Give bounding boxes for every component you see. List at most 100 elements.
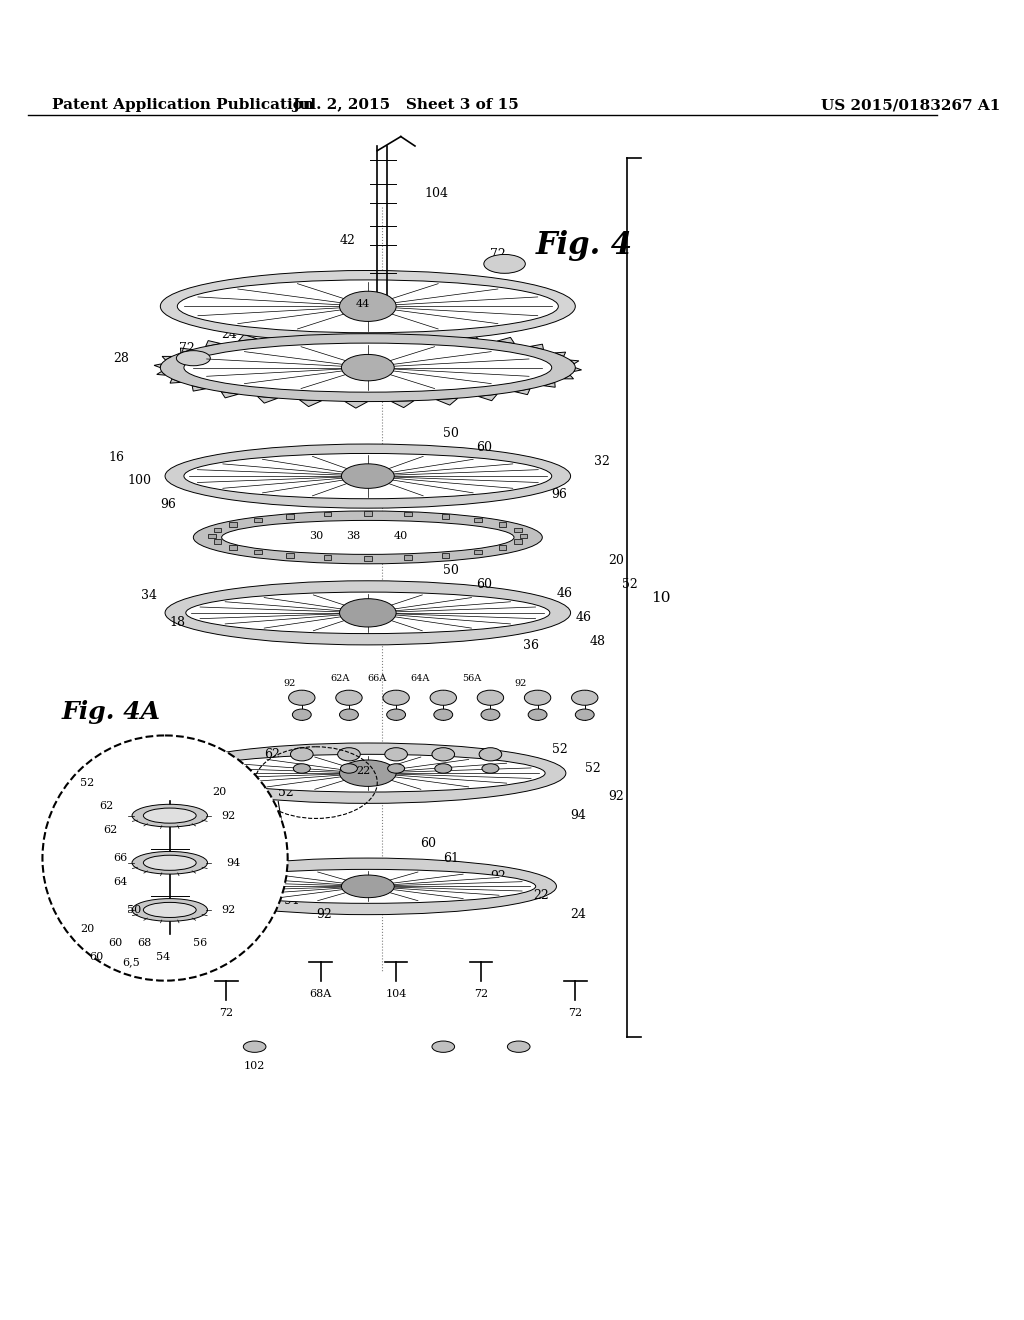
Bar <box>474 517 481 523</box>
Text: 72: 72 <box>474 989 488 999</box>
Text: 54: 54 <box>156 952 170 962</box>
Text: 24: 24 <box>570 908 587 921</box>
Text: 94: 94 <box>283 894 299 907</box>
Text: 92: 92 <box>221 810 236 821</box>
Ellipse shape <box>143 903 197 917</box>
Text: Jul. 2, 2015   Sheet 3 of 15: Jul. 2, 2015 Sheet 3 of 15 <box>292 99 519 112</box>
Ellipse shape <box>179 858 556 915</box>
Text: 100: 100 <box>127 474 152 487</box>
Bar <box>514 540 522 544</box>
Polygon shape <box>157 371 166 375</box>
Text: 60: 60 <box>109 939 123 948</box>
Text: 56A: 56A <box>462 675 481 684</box>
Ellipse shape <box>184 454 552 499</box>
Ellipse shape <box>161 334 575 401</box>
Ellipse shape <box>143 808 197 824</box>
Text: 50: 50 <box>443 428 459 440</box>
Polygon shape <box>514 389 530 395</box>
Ellipse shape <box>483 255 525 273</box>
Bar <box>209 533 216 539</box>
Text: 60: 60 <box>476 578 493 591</box>
Polygon shape <box>368 327 391 334</box>
Bar <box>514 528 522 532</box>
Text: 92: 92 <box>283 678 295 688</box>
Polygon shape <box>345 401 368 408</box>
Text: 52: 52 <box>585 762 600 775</box>
Polygon shape <box>574 368 582 371</box>
Polygon shape <box>257 396 278 403</box>
Ellipse shape <box>508 1041 530 1052</box>
Text: 104: 104 <box>385 989 407 999</box>
Ellipse shape <box>482 764 499 774</box>
Ellipse shape <box>221 520 514 554</box>
Text: 64A: 64A <box>411 675 430 684</box>
Text: 92: 92 <box>608 791 624 804</box>
Text: 96: 96 <box>552 488 567 502</box>
Bar <box>229 545 237 549</box>
Text: 22: 22 <box>532 890 549 903</box>
Text: 72: 72 <box>490 248 506 261</box>
Ellipse shape <box>388 764 404 774</box>
Ellipse shape <box>165 581 570 645</box>
Text: 72: 72 <box>219 1007 233 1018</box>
Ellipse shape <box>387 709 406 721</box>
Polygon shape <box>391 401 414 408</box>
Text: 6,5: 6,5 <box>123 957 140 966</box>
Polygon shape <box>530 345 544 350</box>
Text: 66: 66 <box>114 853 127 863</box>
Text: 92: 92 <box>514 678 526 688</box>
Text: 24: 24 <box>221 329 238 341</box>
Text: 20: 20 <box>80 924 94 933</box>
Ellipse shape <box>177 280 558 333</box>
Ellipse shape <box>338 747 360 760</box>
Ellipse shape <box>340 292 396 321</box>
Ellipse shape <box>383 690 410 705</box>
Text: 62: 62 <box>103 825 118 834</box>
Polygon shape <box>498 338 514 343</box>
Ellipse shape <box>479 747 502 760</box>
Ellipse shape <box>184 343 552 392</box>
Ellipse shape <box>340 599 396 627</box>
Text: 92: 92 <box>221 906 236 915</box>
Ellipse shape <box>477 690 504 705</box>
Polygon shape <box>206 341 221 346</box>
Ellipse shape <box>435 764 452 774</box>
Ellipse shape <box>481 709 500 721</box>
Polygon shape <box>322 327 345 334</box>
Bar <box>324 556 332 560</box>
Text: 61: 61 <box>443 851 460 865</box>
Text: 96: 96 <box>161 498 176 511</box>
Polygon shape <box>478 395 498 401</box>
Polygon shape <box>239 334 257 341</box>
Text: 60: 60 <box>89 952 103 962</box>
Text: 20: 20 <box>231 771 247 784</box>
Ellipse shape <box>291 747 313 760</box>
Text: 66A: 66A <box>368 675 387 684</box>
Bar <box>442 553 450 558</box>
Ellipse shape <box>132 851 208 874</box>
Text: 32: 32 <box>594 455 610 469</box>
Circle shape <box>42 735 288 981</box>
Text: 36: 36 <box>523 639 540 652</box>
Bar <box>287 513 294 519</box>
Ellipse shape <box>432 1041 455 1052</box>
Text: 52: 52 <box>80 777 94 788</box>
Polygon shape <box>436 399 458 405</box>
Ellipse shape <box>434 709 453 721</box>
Ellipse shape <box>132 804 208 826</box>
Text: 44: 44 <box>356 300 371 309</box>
Ellipse shape <box>185 593 550 634</box>
Bar <box>474 549 481 554</box>
Text: 56: 56 <box>194 939 208 948</box>
Bar <box>214 528 221 532</box>
Ellipse shape <box>430 690 457 705</box>
Text: 62A: 62A <box>330 675 349 684</box>
Polygon shape <box>555 352 565 356</box>
Ellipse shape <box>385 747 408 760</box>
Text: 52: 52 <box>279 785 294 799</box>
Ellipse shape <box>524 690 551 705</box>
Bar <box>229 523 237 527</box>
Ellipse shape <box>293 764 310 774</box>
Bar <box>214 540 221 544</box>
Ellipse shape <box>289 690 315 705</box>
